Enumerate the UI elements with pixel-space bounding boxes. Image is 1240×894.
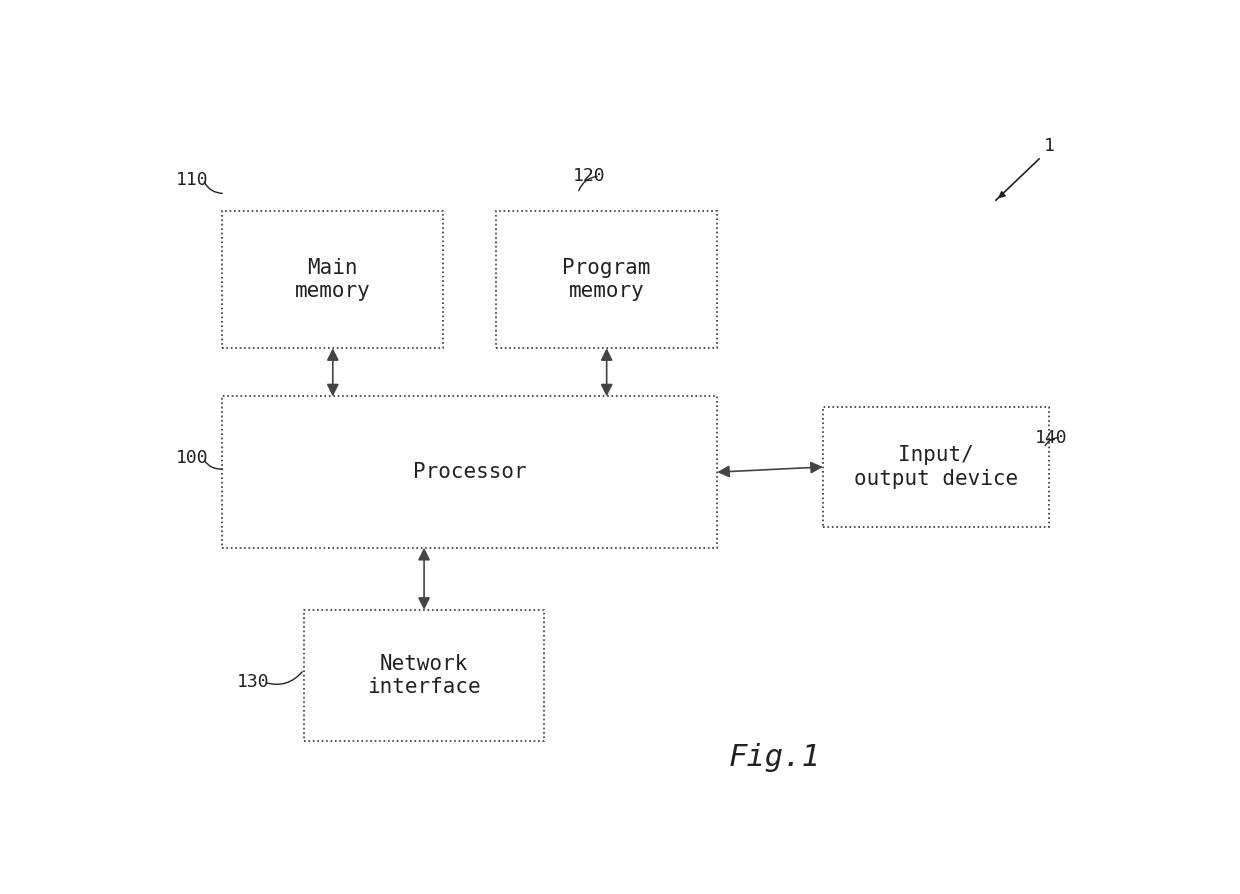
Text: 1: 1: [1044, 138, 1055, 156]
Bar: [304, 610, 544, 740]
Text: Network
interface: Network interface: [367, 654, 481, 696]
Text: Fig.1: Fig.1: [729, 743, 821, 772]
Bar: [496, 210, 717, 348]
Bar: [222, 396, 717, 548]
Text: Program
memory: Program memory: [563, 257, 651, 301]
Text: Main
memory: Main memory: [295, 257, 371, 301]
Text: Input/
output device: Input/ output device: [854, 445, 1018, 488]
Text: Processor: Processor: [413, 462, 527, 482]
Text: 100: 100: [176, 450, 208, 468]
Bar: [222, 210, 444, 348]
Text: 120: 120: [573, 167, 605, 185]
Bar: [823, 407, 1049, 527]
Text: 110: 110: [176, 171, 208, 189]
Text: 130: 130: [237, 673, 269, 691]
Text: 140: 140: [1034, 429, 1066, 447]
